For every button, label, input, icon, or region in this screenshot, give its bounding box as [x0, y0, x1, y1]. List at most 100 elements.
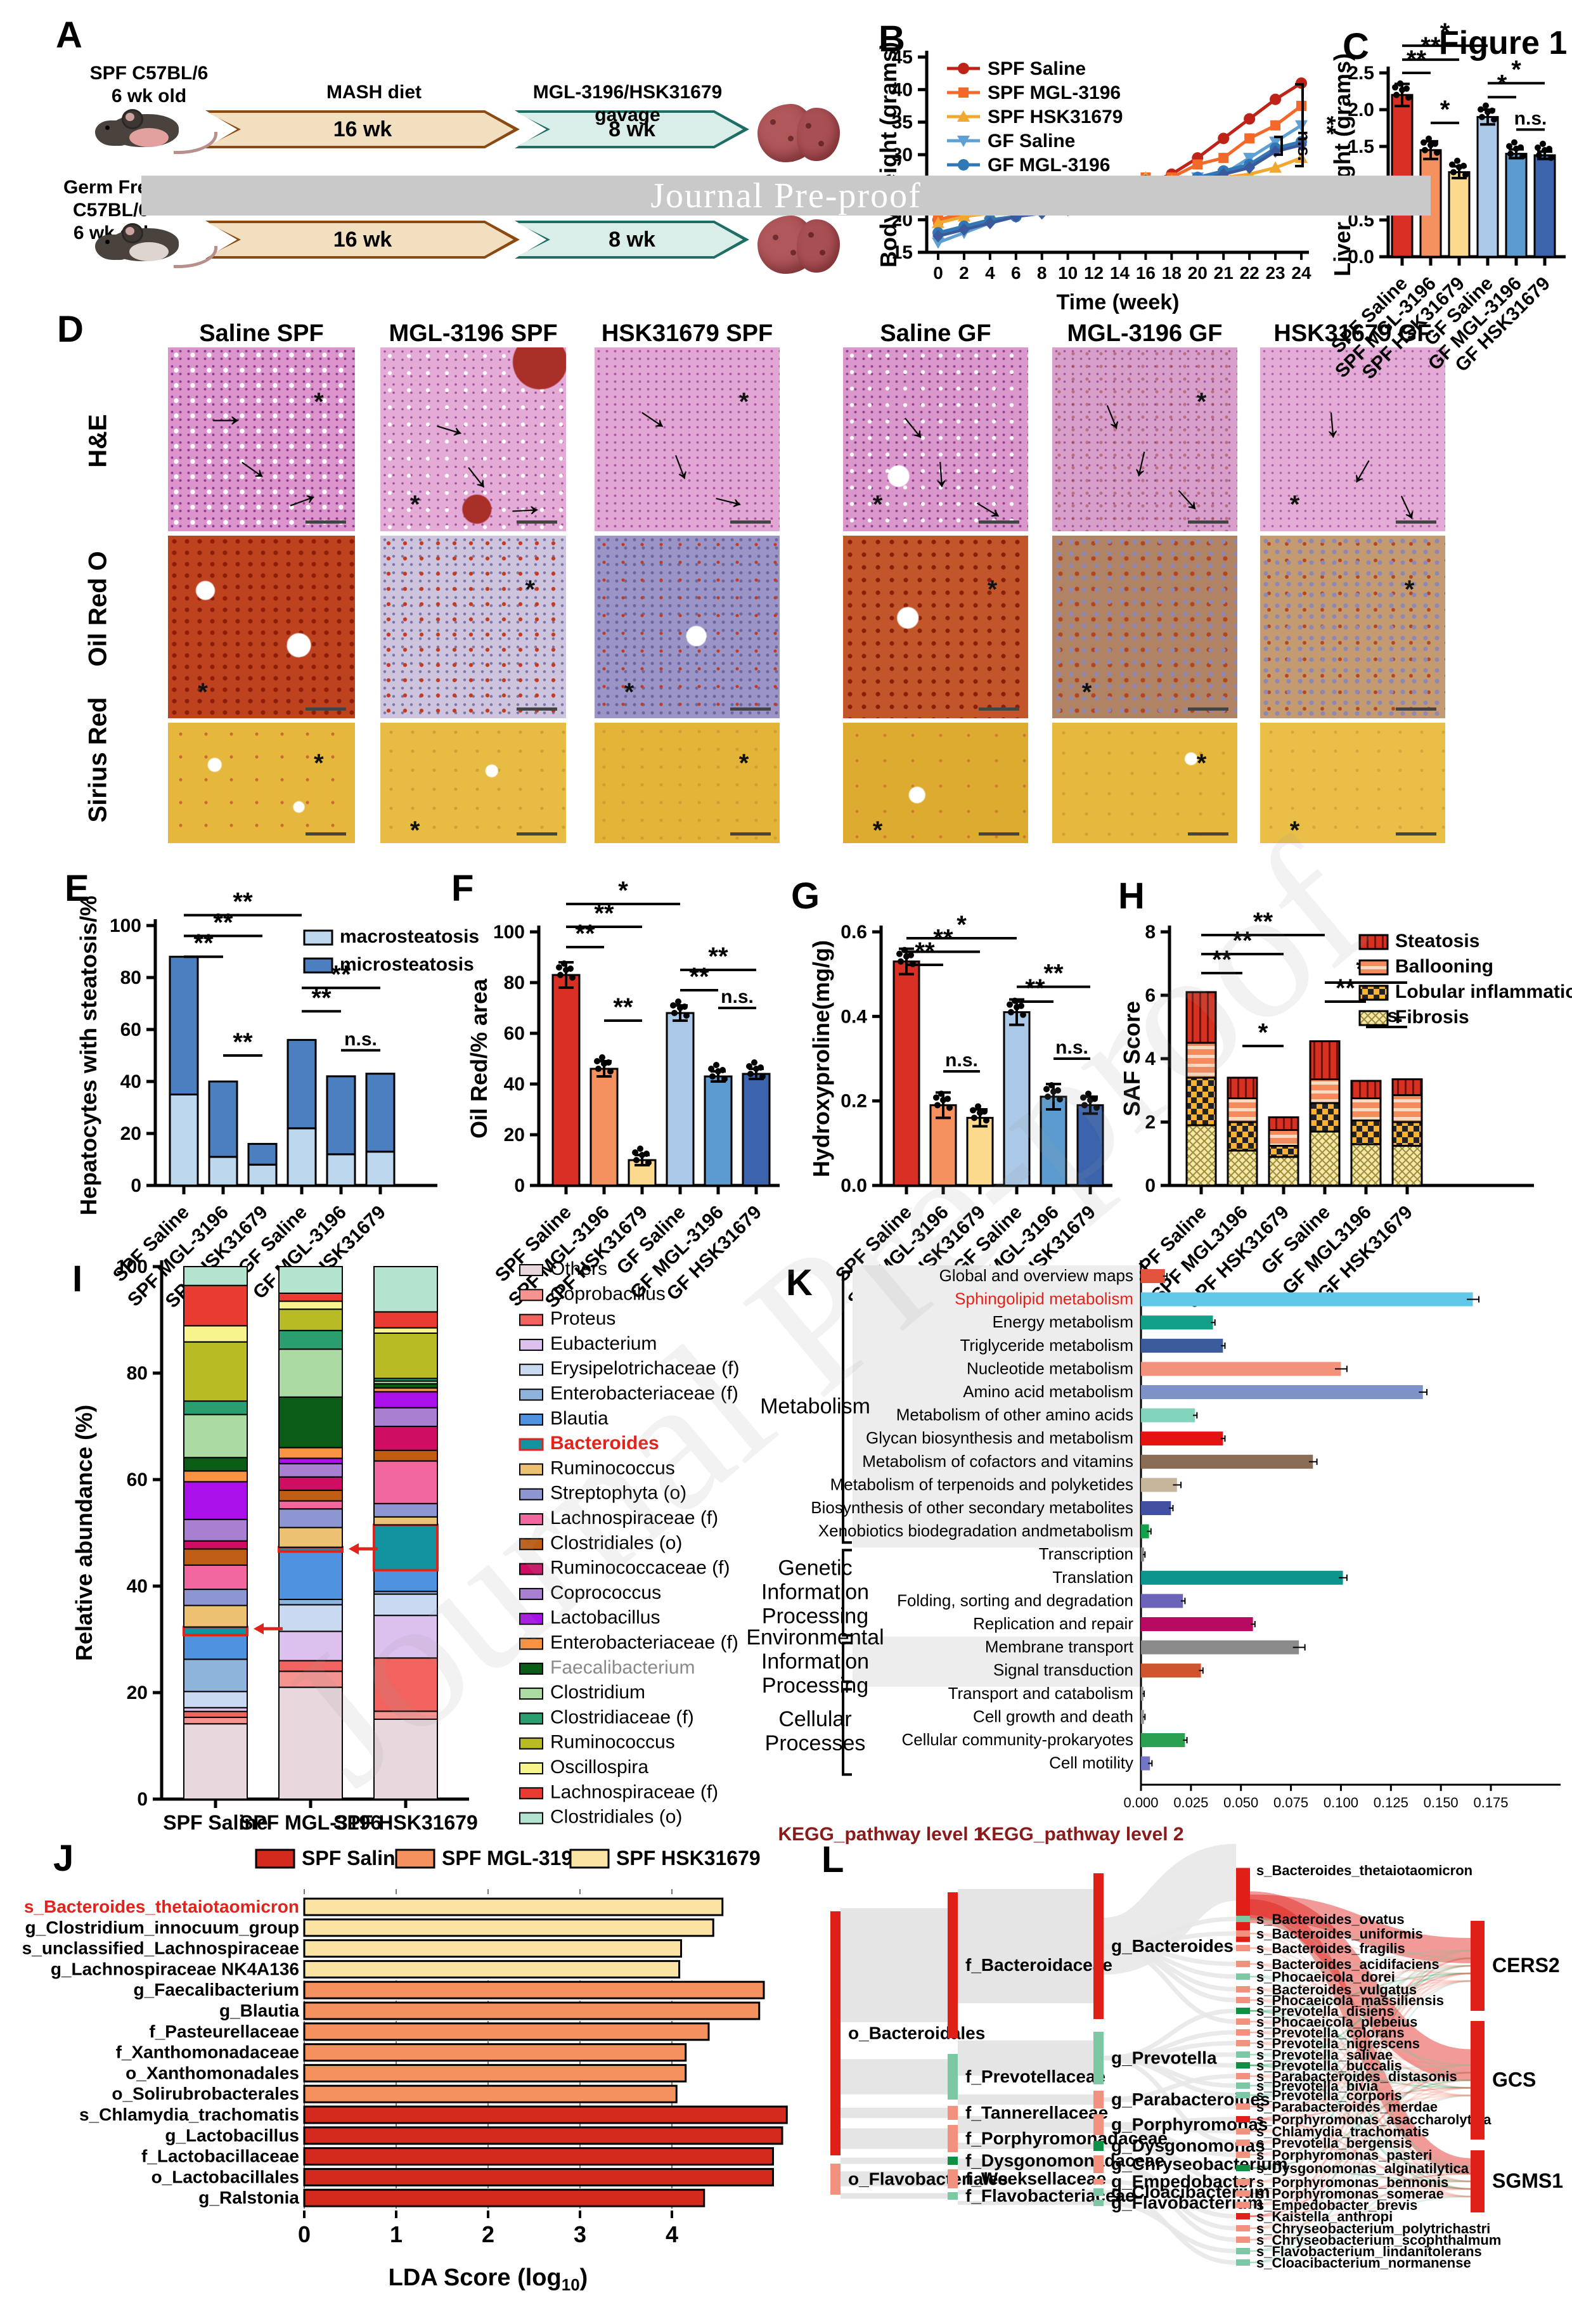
annotation-arrow-icon: →: [425, 401, 477, 449]
stack-Ballooning: [1350, 1097, 1382, 1121]
svg-text:0: 0: [298, 2221, 311, 2247]
sankey-node-f_Flavobacteriaceae: [948, 2192, 958, 2200]
lda-bar-s_Chlamydia_trachomatis: [303, 2105, 788, 2124]
sankey-node-s_Bacteroides_ovatus: [1236, 1916, 1250, 1922]
stack-Lobular inflammation: [1309, 1102, 1341, 1133]
svg-text:n.s.: n.s.: [1514, 108, 1547, 129]
svg-text:s_Bacteroides_fragilis: s_Bacteroides_fragilis: [1256, 1940, 1405, 1956]
abundance-Clostridium: [183, 1414, 248, 1459]
sankey-node-g_Flavobacterium: [1093, 2200, 1104, 2206]
gavage-weeks: 8 wk: [609, 117, 655, 141]
svg-text:4: 4: [1145, 1049, 1156, 1069]
svg-text:Cellular community-prokaryotes: Cellular community-prokaryotes: [901, 1730, 1133, 1749]
svg-text:s_Kaistella_anthropi: s_Kaistella_anthropi: [1256, 2209, 1393, 2224]
svg-text:0: 0: [137, 1789, 148, 1810]
kegg-bar-Metabolism of other amino acids: [1141, 1408, 1195, 1423]
abundance-Coprococcus: [183, 1518, 248, 1542]
sankey-node-g_Prevotella: [1093, 2032, 1104, 2084]
sankey-node-s_Chryseobacterium_scophthalmum: [1236, 2237, 1250, 2243]
svg-text:Biosynthesis of other secondar: Biosynthesis of other secondary metaboli…: [811, 1498, 1133, 1517]
svg-text:60: 60: [120, 1019, 141, 1040]
kegg-bar-Metabolism of terpenoids and polyketides: [1141, 1478, 1177, 1492]
histology-col-header: HSK31679 SPF: [601, 320, 773, 347]
svg-text:Clostridiales (o): Clostridiales (o): [550, 1807, 682, 1828]
svg-text:SPF MGL-3196: SPF MGL-3196: [988, 82, 1121, 103]
abundance-Others: [278, 1686, 343, 1800]
svg-text:s_Prevotella_colorans: s_Prevotella_colorans: [1256, 2025, 1405, 2041]
kegg-bar-Membrane transport: [1141, 1640, 1299, 1655]
annotation-asterisk: *: [987, 576, 998, 604]
svg-text:s_Prevotella_bergensis: s_Prevotella_bergensis: [1256, 2135, 1412, 2151]
svg-text:Bacteroides: Bacteroides: [550, 1433, 659, 1454]
sankey-node-s_Prevotella_disiens: [1236, 2008, 1250, 2014]
svg-text:*: *: [1440, 96, 1450, 124]
histology-row-label: Oil Red O: [84, 551, 112, 667]
svg-text:SPF HSK31679: SPF HSK31679: [988, 107, 1123, 127]
stack-Steatosis: [1350, 1080, 1382, 1099]
taxonomy-sankey: o_Bacteroidales o_Flavobacteriales f_Bacte…: [818, 1832, 1572, 2321]
svg-text:8: 8: [1037, 263, 1047, 283]
stack-macrosteatosis: [287, 1127, 317, 1187]
svg-text:n.s.: n.s.: [1055, 1037, 1088, 1058]
panel-label-h: H: [1118, 875, 1145, 917]
svg-text:s_Bacteroides_acidifaciens: s_Bacteroides_acidifaciens: [1256, 1956, 1440, 1972]
lda-bar-g_Lachnospiraceae NK4A136: [303, 1959, 681, 1979]
svg-text:Clostridiaceae (f): Clostridiaceae (f): [550, 1707, 694, 1727]
svg-text:40: 40: [504, 1074, 525, 1095]
kegg-bar-Metabolism of cofactors and vitamins: [1141, 1454, 1313, 1469]
sankey-node-f_Bacteroidaceae: [948, 1892, 958, 2038]
kegg-bar-Glycan biosynthesis and metabolism: [1141, 1431, 1223, 1446]
svg-text:Glycan biosynthesis and metabo: Glycan biosynthesis and metabolism: [866, 1428, 1133, 1447]
svg-text:SPF Saline: SPF Saline: [302, 1847, 406, 1869]
lda-score-chart-svg: SPF Saline SPF MGL-3196 SPF HSK31679 0 1 2 3 4 s…: [22, 1847, 788, 2294]
svg-text:Others: Others: [550, 1258, 607, 1279]
svg-text:Triglyceride metabolism: Triglyceride metabolism: [960, 1336, 1133, 1355]
svg-text:SPF MGL-3196: SPF MGL-3196: [240, 1811, 382, 1834]
annotation-asterisk: *: [1081, 678, 1092, 706]
svg-text:Liver weight (grams): Liver weight (grams): [1329, 53, 1355, 276]
svg-text:18: 18: [1162, 263, 1182, 283]
kegg-pathway-chart: 0.000 0.025 0.050 0.075 0.100 0.125 0.150 0.175…: [746, 1255, 1572, 1845]
micrograph-he-2: → → → *: [380, 347, 566, 531]
svg-text:0.2: 0.2: [841, 1091, 867, 1112]
spf-mouse-icon: [95, 107, 222, 157]
annotation-arrow-icon: →: [1341, 446, 1395, 502]
svg-text:Cell motility: Cell motility: [1049, 1753, 1133, 1772]
svg-text:f_Xanthomonadaceae: f_Xanthomonadaceae: [116, 2043, 299, 2062]
abundance-Others: [183, 1723, 248, 1800]
svg-text:**: **: [1043, 960, 1064, 988]
svg-text:3: 3: [574, 2221, 586, 2247]
mash-weeks-gf: 16 wk: [333, 227, 392, 252]
bar-GF HSK31679: [742, 1073, 771, 1187]
svg-text:14: 14: [1110, 263, 1130, 283]
sankey-node-f_Prevotellaceae: [948, 2054, 958, 2100]
bar-GF Saline: [1476, 116, 1499, 258]
svg-text:20: 20: [504, 1125, 525, 1146]
svg-text:o_Xanthomonadales: o_Xanthomonadales: [126, 2063, 299, 2082]
svg-text:**: **: [1232, 927, 1253, 955]
svg-text:Cell growth and death: Cell growth and death: [973, 1707, 1133, 1726]
svg-text:**: **: [1336, 974, 1356, 1002]
svg-text:s_Bacteroides_thetaiotaomicron: s_Bacteroides_thetaiotaomicron: [24, 1897, 299, 1916]
sankey-node-s_Prevotella_corporis: [1236, 2092, 1250, 2098]
svg-text:Metabolism: Metabolism: [760, 1395, 870, 1419]
scale-bar: [306, 707, 346, 711]
svg-text:80: 80: [127, 1363, 148, 1384]
sankey-node-s_Porphyromonas_asaccharolytica: [1236, 2116, 1250, 2122]
svg-text:Lachnospiraceae (f): Lachnospiraceae (f): [550, 1781, 718, 1802]
figure-number-label: Figure 1: [1439, 25, 1568, 61]
svg-text:Global and overview maps: Global and overview maps: [939, 1266, 1133, 1285]
svg-text:**: **: [708, 943, 728, 971]
svg-text:SPF MGL-3196: SPF MGL-3196: [442, 1847, 584, 1869]
abundance-Proteus: [183, 1710, 248, 1719]
stack-microsteatosis: [326, 1075, 356, 1156]
svg-text:Proteus: Proteus: [550, 1308, 615, 1329]
lda-bar-g_Clostridium_innocuum_group: [303, 1918, 714, 1937]
abundance-Streptophyta (o): [373, 1502, 438, 1518]
svg-text:Metabolism of cofactors and vi: Metabolism of cofactors and vitamins: [862, 1452, 1133, 1471]
mash-diet-arrow-gf: 16 wk: [205, 221, 520, 259]
svg-text:**: **: [213, 908, 233, 936]
stack-Ballooning: [1227, 1097, 1258, 1123]
